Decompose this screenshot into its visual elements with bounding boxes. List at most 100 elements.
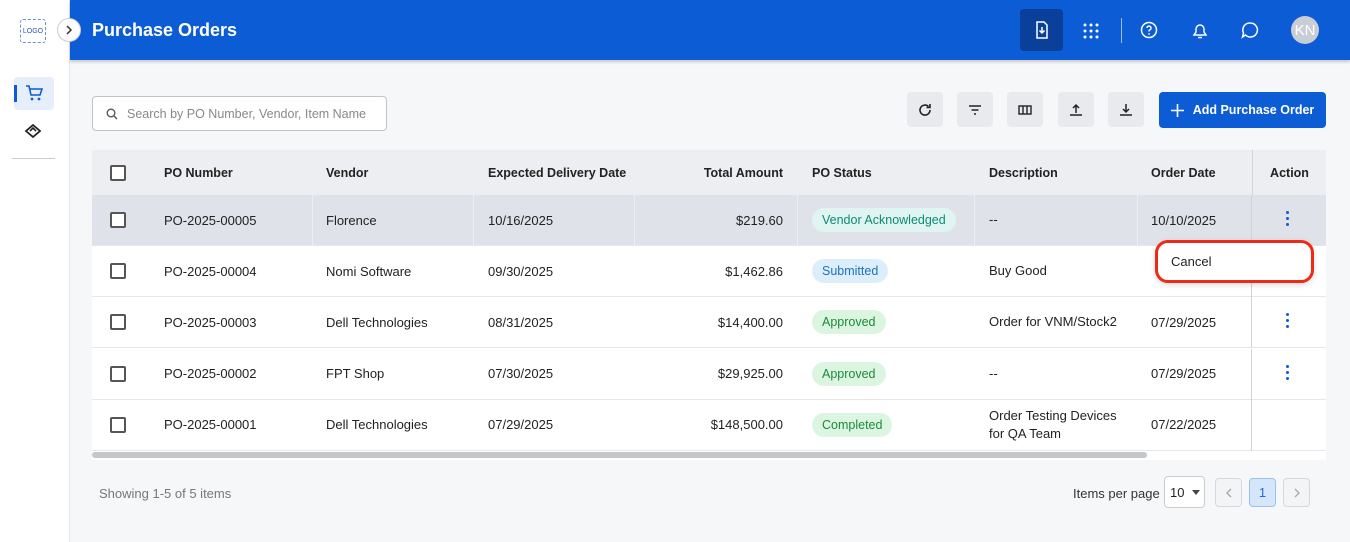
- expected-delivery: 10/16/2025: [488, 212, 554, 228]
- apps-button[interactable]: [1083, 23, 1099, 39]
- po-number: PO-2025-00001: [164, 417, 257, 433]
- collapse-button[interactable]: [57, 18, 81, 42]
- nav-vendor[interactable]: [24, 122, 42, 140]
- divider: [1121, 18, 1122, 43]
- row-actions-button[interactable]: [1285, 211, 1291, 229]
- po-number: PO-2025-00005: [164, 212, 257, 228]
- help-button[interactable]: [1140, 21, 1158, 39]
- cell-divider: [312, 195, 313, 246]
- action-divider: [1251, 348, 1252, 400]
- row-checkbox[interactable]: [110, 365, 126, 382]
- dot: [1286, 325, 1289, 329]
- download-button[interactable]: [1108, 92, 1144, 127]
- description: --: [989, 212, 998, 227]
- pagination-summary: Showing 1-5 of 5 items: [99, 486, 232, 501]
- total-amount: $1,462.86: [725, 263, 783, 279]
- page-button[interactable]: 1: [1249, 478, 1276, 507]
- cell-divider: [312, 297, 313, 348]
- expected-delivery: 07/30/2025: [488, 366, 554, 382]
- cell-divider: [797, 246, 798, 297]
- column-header[interactable]: Expected Delivery Date: [488, 165, 627, 180]
- next-page-button[interactable]: [1283, 478, 1310, 507]
- columns-button[interactable]: [1007, 92, 1043, 127]
- cell-divider: [1137, 297, 1138, 348]
- upload-button[interactable]: [1058, 92, 1094, 127]
- po-number: PO-2025-00003: [164, 314, 257, 330]
- logo[interactable]: LOGO: [20, 19, 46, 43]
- column-header[interactable]: PO Number: [164, 165, 233, 180]
- cell-divider: [974, 195, 975, 246]
- column-header[interactable]: PO Status: [812, 165, 872, 180]
- row-checkbox[interactable]: [110, 263, 126, 280]
- table-row[interactable]: PO-2025-00002 FPT Shop 07/30/2025 $29,925.0…: [92, 348, 1326, 400]
- column-header[interactable]: Description: [989, 165, 1058, 180]
- expected-delivery: 07/29/2025: [488, 417, 554, 433]
- dot: [1286, 313, 1289, 317]
- import-button[interactable]: [1020, 9, 1063, 51]
- search-placeholder: Search by PO Number, Vendor, Item Name: [127, 107, 367, 121]
- cell-divider: [634, 195, 635, 246]
- dot: [1286, 319, 1289, 323]
- column-header[interactable]: Order Date: [1151, 165, 1216, 180]
- cell-divider: [473, 195, 474, 246]
- notifications-button[interactable]: [1191, 21, 1209, 40]
- column-header[interactable]: Vendor: [326, 165, 369, 180]
- row-checkbox[interactable]: [110, 416, 126, 433]
- table-row[interactable]: PO-2025-00005 Florence 10/16/2025 $219.60 Ve…: [92, 195, 1326, 246]
- row-actions-button[interactable]: [1285, 313, 1291, 331]
- cell-divider: [974, 297, 975, 348]
- cell-divider: [634, 400, 635, 451]
- select-all-checkbox[interactable]: [110, 165, 126, 181]
- filter-button[interactable]: [957, 92, 993, 127]
- order-date: 07/29/2025: [1151, 366, 1217, 382]
- cell-divider: [473, 246, 474, 297]
- status-cell: Approved: [812, 297, 886, 347]
- vendor: FPT Shop: [326, 366, 385, 382]
- chat-button[interactable]: [1241, 21, 1260, 40]
- status-cell: Approved: [812, 349, 886, 399]
- po-number: PO-2025-00002: [164, 366, 257, 382]
- status-badge: Completed: [812, 412, 893, 437]
- table-row[interactable]: PO-2025-00001 Dell Technologies 07/29/2025…: [92, 399, 1326, 451]
- status-badge: Approved: [812, 361, 886, 386]
- nav-purchase[interactable]: [14, 77, 54, 110]
- avatar[interactable]: KN: [1291, 16, 1319, 44]
- expected-delivery: 09/30/2025: [488, 263, 554, 279]
- cell-divider: [634, 246, 635, 297]
- status-cell: Completed: [812, 400, 893, 450]
- add-purchase-order-button[interactable]: Add Purchase Order: [1159, 92, 1326, 128]
- table-header: PO Number Vendor Expected Delivery Date Tot…: [92, 150, 1326, 195]
- table-row[interactable]: PO-2025-00004 Nomi Software 09/30/2025 $1,4…: [92, 246, 1326, 298]
- cell-divider: [1137, 349, 1138, 400]
- cell-divider: [634, 349, 635, 400]
- cell-divider: [312, 246, 313, 297]
- status-badge: Submitted: [812, 259, 889, 284]
- column-header: Action: [1252, 150, 1326, 195]
- items-per-page-select[interactable]: 10: [1164, 476, 1205, 508]
- cell-divider: [473, 400, 474, 451]
- cell-divider: [974, 400, 975, 451]
- order-date: 07/22/2025: [1151, 417, 1217, 433]
- cell-divider: [312, 349, 313, 400]
- row-actions-button[interactable]: [1285, 364, 1291, 383]
- cell-divider: [797, 297, 798, 348]
- refresh-button[interactable]: [907, 92, 943, 127]
- horizontal-scrollbar[interactable]: [92, 452, 1147, 458]
- search-input[interactable]: Search by PO Number, Vendor, Item Name: [92, 96, 387, 131]
- order-date: 07/29/2025: [1151, 314, 1217, 330]
- menu-item[interactable]: Cancel: [1171, 254, 1212, 269]
- total-amount: $148,500.00: [710, 417, 783, 433]
- table-row[interactable]: PO-2025-00003 Dell Technologies 08/31/2025…: [92, 297, 1326, 349]
- order-date: 10/10/2025: [1151, 212, 1217, 228]
- cell-divider: [312, 400, 313, 451]
- cell-divider: [974, 349, 975, 400]
- row-checkbox[interactable]: [110, 212, 126, 228]
- dot: [1286, 370, 1289, 374]
- status-cell: Submitted: [812, 246, 889, 296]
- row-checkbox[interactable]: [110, 314, 126, 331]
- description: Order Testing Devices for QA Team: [989, 407, 1117, 441]
- items-per-page-value: 10: [1170, 485, 1185, 500]
- column-header[interactable]: Total Amount: [703, 165, 783, 180]
- prev-page-button[interactable]: [1215, 478, 1242, 507]
